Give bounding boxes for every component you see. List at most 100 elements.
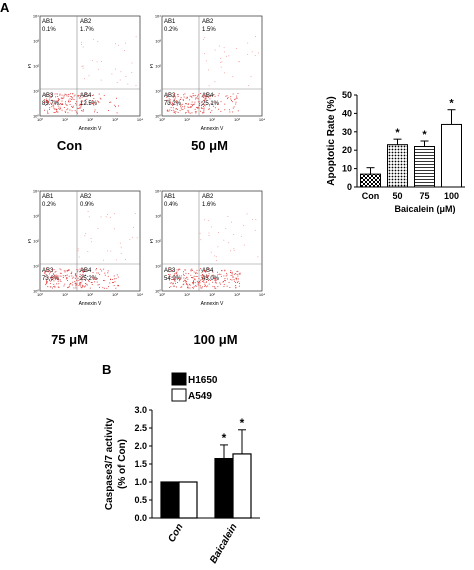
quadrant-percent: 0.9% <box>80 202 94 208</box>
event-dot <box>237 93 239 94</box>
event-dot <box>85 102 87 104</box>
event-dot <box>235 273 237 274</box>
event-dot <box>202 279 204 281</box>
event-dot <box>241 235 242 237</box>
event-dot <box>184 105 186 107</box>
event-dot <box>85 283 86 284</box>
event-dot <box>166 99 168 101</box>
quadrant-percent: 0.4% <box>164 202 178 208</box>
event-dot <box>109 102 111 103</box>
x-tick-label: 10³ <box>234 117 240 122</box>
event-dot <box>225 275 227 277</box>
event-dot <box>197 282 199 284</box>
event-dot <box>46 281 48 283</box>
event-dot <box>217 274 219 275</box>
event-dot <box>46 100 48 101</box>
event-dot <box>168 110 170 112</box>
event-dot <box>181 108 183 110</box>
event-dot <box>192 282 194 283</box>
event-dot <box>76 269 78 271</box>
event-dot <box>220 283 221 285</box>
event-dot <box>75 285 77 287</box>
event-dot <box>77 95 79 97</box>
x-tick-label: 10¹ <box>62 292 68 297</box>
event-dot <box>125 42 126 44</box>
event-dot <box>235 286 237 288</box>
event-dot <box>85 270 87 272</box>
event-dot <box>116 82 118 83</box>
event-dot <box>88 216 90 218</box>
event-dot <box>80 93 82 95</box>
event-dot <box>224 72 225 74</box>
event-dot <box>188 273 190 275</box>
event-dot <box>172 107 174 109</box>
event-dot <box>197 106 199 108</box>
quadrant-name: AB2 <box>202 194 214 200</box>
y-tick-label: 10⁰ <box>155 289 161 294</box>
event-dot <box>74 94 76 96</box>
x-tick-label: 10¹ <box>184 117 190 122</box>
event-dot <box>73 99 75 100</box>
event-dot <box>48 270 50 272</box>
event-dot <box>120 246 122 248</box>
event-dot <box>99 274 101 275</box>
event-dot <box>61 97 63 99</box>
event-dot <box>232 76 234 78</box>
y-tick-label: 10² <box>33 64 39 69</box>
quadrant-percent: 43.0% <box>202 276 220 282</box>
legend-label: H1650 <box>188 375 218 386</box>
event-dot <box>135 36 137 38</box>
event-dot <box>85 280 86 281</box>
event-dot <box>67 280 68 281</box>
event-dot <box>116 274 118 276</box>
y-axis-label-2: (% of Con) <box>117 439 128 489</box>
event-dot <box>174 111 175 113</box>
plot-frame <box>161 15 263 117</box>
event-dot <box>186 97 188 99</box>
event-dot <box>187 278 189 280</box>
event-dot <box>75 104 77 106</box>
event-dot <box>239 272 241 274</box>
event-dot <box>203 38 204 40</box>
event-dot <box>75 283 77 285</box>
y-tick-label: 10¹ <box>155 89 161 94</box>
x-tick-label: Baicalein <box>208 522 239 566</box>
event-dot <box>182 98 184 100</box>
event-dot <box>74 110 76 112</box>
event-dot <box>201 96 203 98</box>
event-dot <box>82 110 84 112</box>
event-dot <box>131 62 133 64</box>
event-dot <box>199 105 201 106</box>
event-dot <box>73 95 75 97</box>
event-dot <box>115 43 116 45</box>
event-dot <box>77 271 79 273</box>
event-dot <box>206 275 208 277</box>
event-dot <box>198 94 199 96</box>
event-dot <box>51 99 52 101</box>
event-dot <box>201 105 203 107</box>
event-dot <box>88 280 89 282</box>
event-dot <box>173 282 174 284</box>
event-dot <box>93 104 95 106</box>
event-dot <box>72 105 74 107</box>
event-dot <box>187 283 189 285</box>
event-dot <box>185 112 187 113</box>
event-dot <box>176 274 178 276</box>
flow-plot-75: 10⁰ 10⁰ 10¹ 10¹ 10² 10² 10³ 10³ 10⁴ 10⁴ Annexin V P… <box>28 185 143 308</box>
event-dot <box>78 95 80 96</box>
event-dot <box>80 105 82 107</box>
event-dot <box>204 286 206 287</box>
event-dot <box>169 274 171 275</box>
event-dot <box>233 234 235 235</box>
event-dot <box>203 280 205 281</box>
event-dot <box>203 97 205 98</box>
event-dot <box>255 36 256 37</box>
event-dot <box>116 97 117 99</box>
event-dot <box>168 274 169 275</box>
event-dot <box>79 107 81 109</box>
event-dot <box>73 276 75 278</box>
event-dot <box>173 96 175 98</box>
event-dot <box>68 286 70 288</box>
event-dot <box>77 279 79 281</box>
